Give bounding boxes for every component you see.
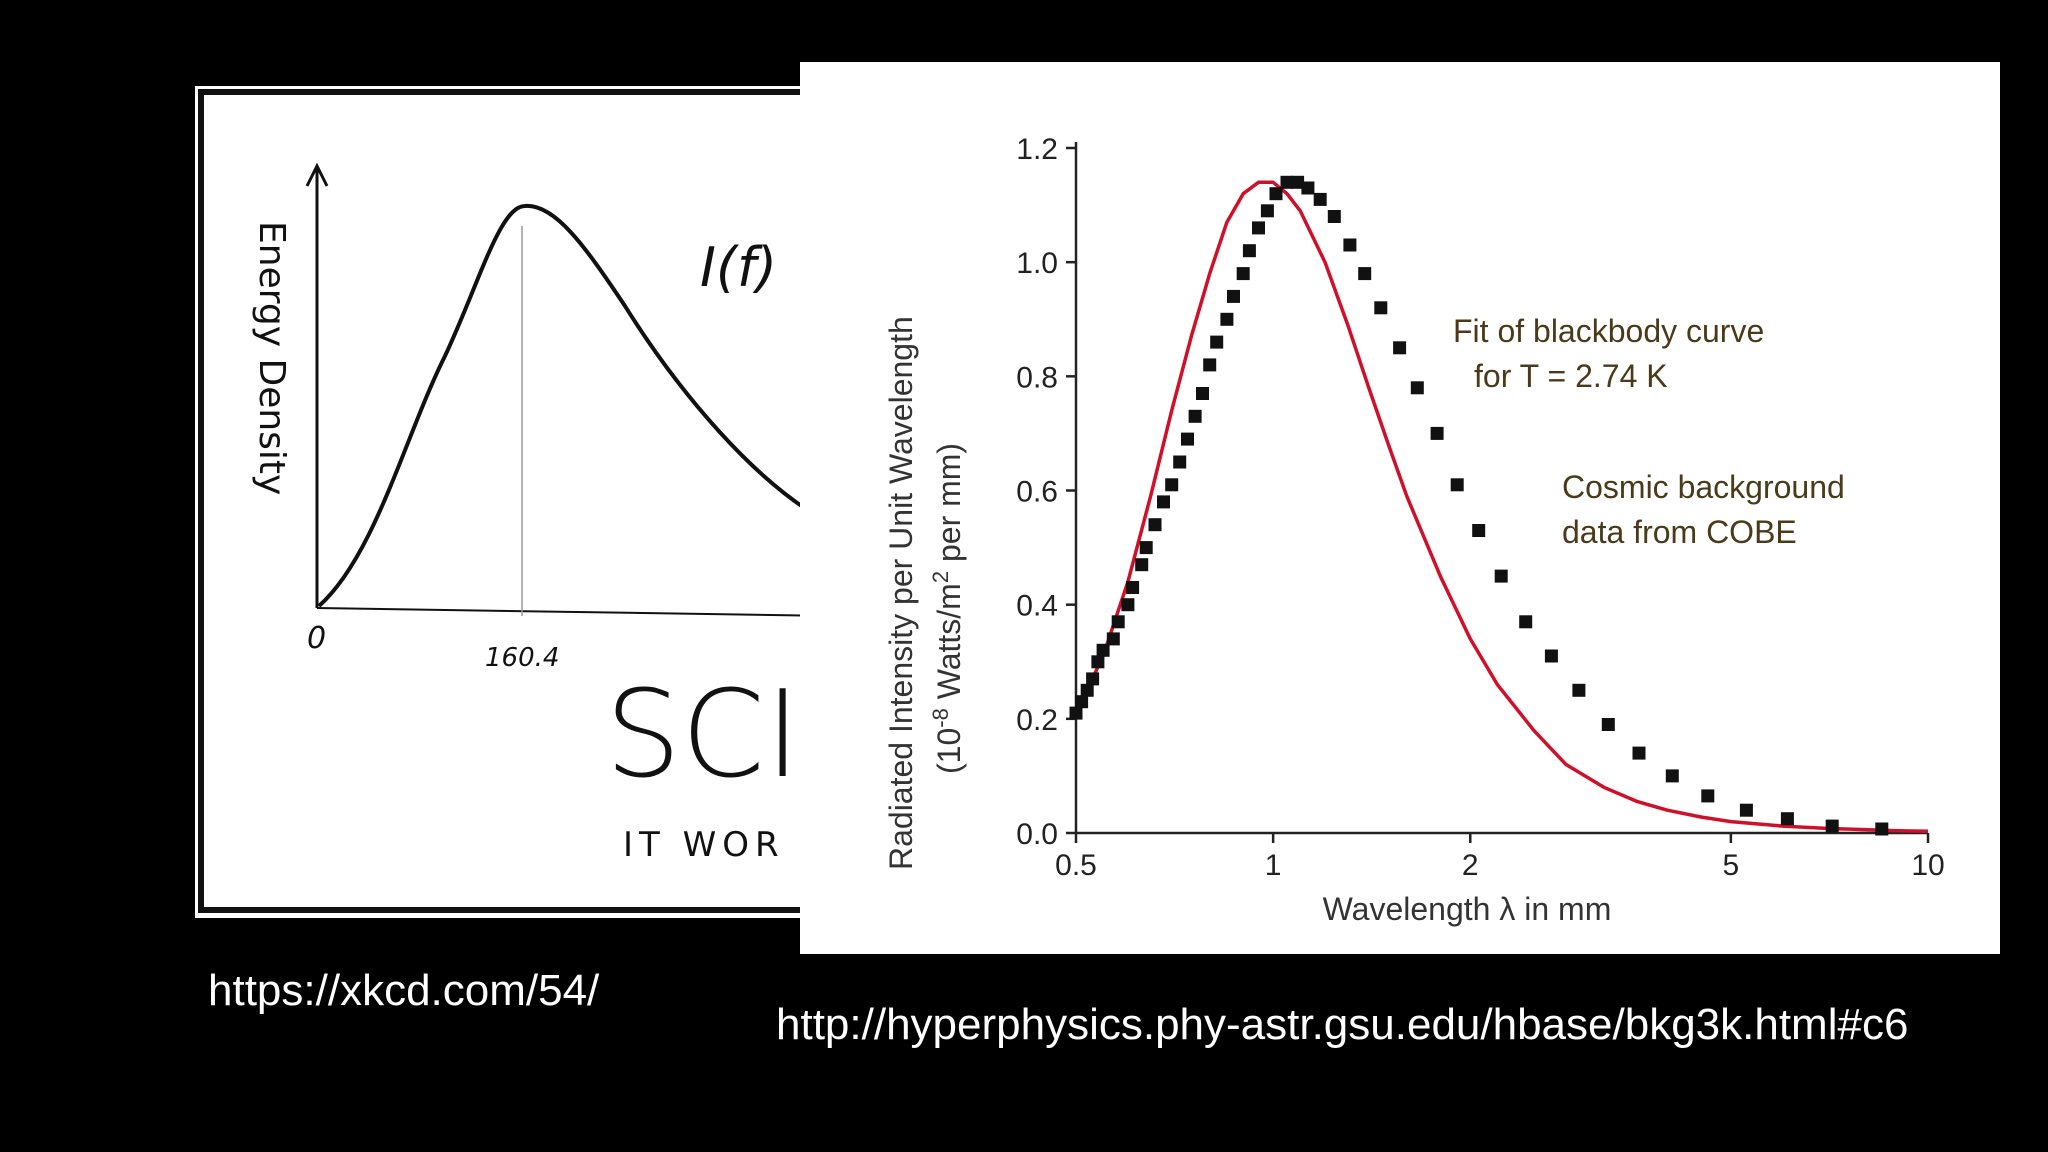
cobe-data-point (1875, 822, 1889, 836)
x-tick-label: 1 (1265, 849, 1282, 882)
cobe-data-point (1430, 426, 1444, 440)
x-tick-label: 5 (1723, 849, 1740, 882)
cobe-data-point (1494, 569, 1508, 583)
cobe-data-point (1126, 581, 1140, 594)
comic-border (198, 89, 835, 913)
y-axis-title-line1: Radiated Intensity per Unit Wavelength (883, 316, 919, 870)
annotation-cobe-line2: data from COBE (1562, 514, 1797, 550)
cobe-data-point (1091, 655, 1105, 669)
cobe-data-point (1220, 312, 1234, 326)
cobe-data-point (1472, 524, 1486, 537)
blackbody-chart-panel: Radiated Intensity per Unit Wavelength (… (800, 62, 2000, 954)
cobe-data-point (1374, 301, 1388, 315)
xkcd-comic-panel: Energy Density 0 160.4 I(f) SCI IT WOR (195, 86, 835, 918)
cobe-data-point (1188, 409, 1202, 423)
cobe-data-point (1139, 541, 1153, 555)
comic-ylabel: Energy Density (251, 221, 292, 495)
cobe-data-point (1106, 632, 1120, 646)
cobe-data-point (1393, 341, 1407, 355)
comic-formula: I(f) (700, 236, 777, 299)
x-tick-label: 10 (1911, 849, 1944, 882)
comic-y-axis-arrow (305, 162, 329, 187)
cobe-data-point (1196, 387, 1209, 400)
annotation-cobe-line1: Cosmic background (1562, 469, 1845, 505)
cobe-data-point (1632, 746, 1646, 760)
cobe-data-point (1572, 683, 1586, 697)
cobe-data-point (1069, 706, 1083, 720)
cobe-data-point (1739, 803, 1753, 817)
cobe-data-point (1181, 432, 1194, 446)
x-tick-label: 0.5 (1055, 849, 1097, 882)
cobe-data-point (1665, 769, 1679, 783)
cobe-data-point (1343, 238, 1357, 252)
annotation-fit-line2: for T = 2.74 K (1474, 358, 1668, 394)
comic-subtext: IT WOR (623, 825, 785, 865)
y-tick-label: 1.2 (1016, 133, 1058, 166)
y-tick-label: 0.6 (1016, 476, 1058, 509)
cobe-data-point (1601, 718, 1615, 731)
cobe-data-point (1280, 175, 1294, 189)
cobe-data-point (1096, 643, 1110, 657)
blackbody-fit-line (1074, 180, 1929, 834)
comic-peak-label: 160.4 (485, 643, 559, 673)
cobe-data-point (1780, 812, 1794, 826)
cobe-data-point (1450, 478, 1464, 492)
cobe-data-point (1173, 455, 1187, 469)
cobe-data-point (1544, 649, 1558, 663)
cobe-data-point (1135, 558, 1149, 572)
y-tick-label: 0.0 (1016, 818, 1058, 851)
cobe-data-point (1519, 615, 1533, 629)
y-axis-title-line2: (10-8 Watts/m2 per mm) (928, 443, 968, 774)
comic-origin-label: 0 (307, 621, 326, 656)
cobe-data-point (1291, 175, 1305, 189)
y-tick-label: 1.0 (1016, 247, 1058, 280)
comic-curve (317, 203, 835, 608)
y-tick-label: 0.8 (1016, 361, 1058, 394)
cobe-data-point (1165, 478, 1179, 492)
cobe-data-point (1269, 187, 1283, 201)
cobe-data-point (1410, 381, 1424, 395)
cobe-data-point (1075, 695, 1089, 709)
cobe-data-point (1148, 518, 1162, 532)
y-tick-label: 0.4 (1016, 590, 1058, 623)
comic-big-text: SCI (605, 666, 800, 805)
hyperphysics-source-link[interactable]: http://hyperphysics.phy-astr.gsu.edu/hba… (776, 1000, 1909, 1049)
cobe-data-point (1260, 204, 1274, 218)
comic-x-axis (316, 607, 835, 617)
cobe-data-point (1080, 683, 1094, 697)
cobe-data-point (1236, 267, 1250, 281)
cobe-data-point (1121, 598, 1135, 612)
cobe-data-point (1086, 672, 1100, 686)
cobe-data-point (1227, 289, 1240, 303)
cobe-data-point (1210, 335, 1224, 349)
cobe-data-point (1301, 181, 1315, 195)
cobe-data-point (1252, 221, 1265, 235)
y-tick-label: 0.2 (1016, 704, 1058, 737)
cobe-data-point (1203, 358, 1217, 372)
xkcd-comic-drawing: Energy Density 0 160.4 I(f) SCI IT WOR (198, 89, 835, 913)
x-axis-title: Wavelength λ in mm (1323, 891, 1612, 927)
cobe-data-point (1327, 210, 1341, 223)
blackbody-chart: Radiated Intensity per Unit Wavelength (… (883, 133, 1945, 927)
x-tick-label: 2 (1462, 849, 1479, 882)
annotation-fit-line1: Fit of blackbody curve (1453, 313, 1764, 349)
cobe-data-point (1825, 819, 1839, 833)
cobe-data-point (1701, 789, 1715, 803)
cobe-data-point (1242, 244, 1256, 258)
cobe-data-point (1313, 192, 1327, 206)
cobe-data-point (1358, 267, 1372, 281)
xkcd-source-link[interactable]: https://xkcd.com/54/ (208, 966, 600, 1015)
cobe-data-point (1111, 615, 1125, 629)
cobe-data-point (1157, 495, 1170, 509)
